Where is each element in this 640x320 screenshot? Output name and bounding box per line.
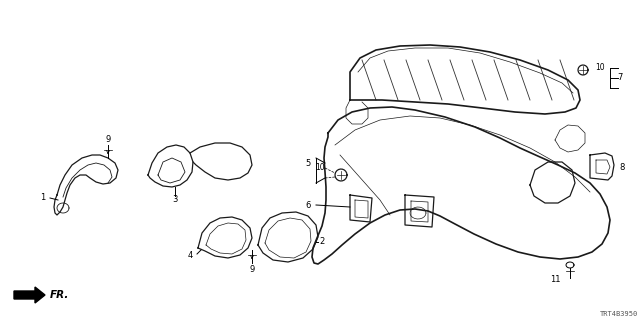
Text: 5: 5 — [305, 158, 310, 167]
Text: 9: 9 — [106, 135, 111, 145]
Text: 3: 3 — [172, 196, 178, 204]
Text: 8: 8 — [620, 163, 625, 172]
Text: 9: 9 — [250, 266, 255, 275]
Text: 6: 6 — [305, 201, 310, 210]
Text: 10: 10 — [595, 63, 605, 73]
Text: 2: 2 — [319, 237, 324, 246]
Text: 10: 10 — [315, 164, 325, 172]
Text: 1: 1 — [40, 194, 45, 203]
Text: 4: 4 — [188, 251, 193, 260]
Text: 11: 11 — [550, 276, 560, 284]
Polygon shape — [14, 287, 45, 303]
Text: FR.: FR. — [50, 290, 69, 300]
Text: TRT4B3950: TRT4B3950 — [600, 311, 638, 317]
Text: 7: 7 — [618, 74, 623, 83]
